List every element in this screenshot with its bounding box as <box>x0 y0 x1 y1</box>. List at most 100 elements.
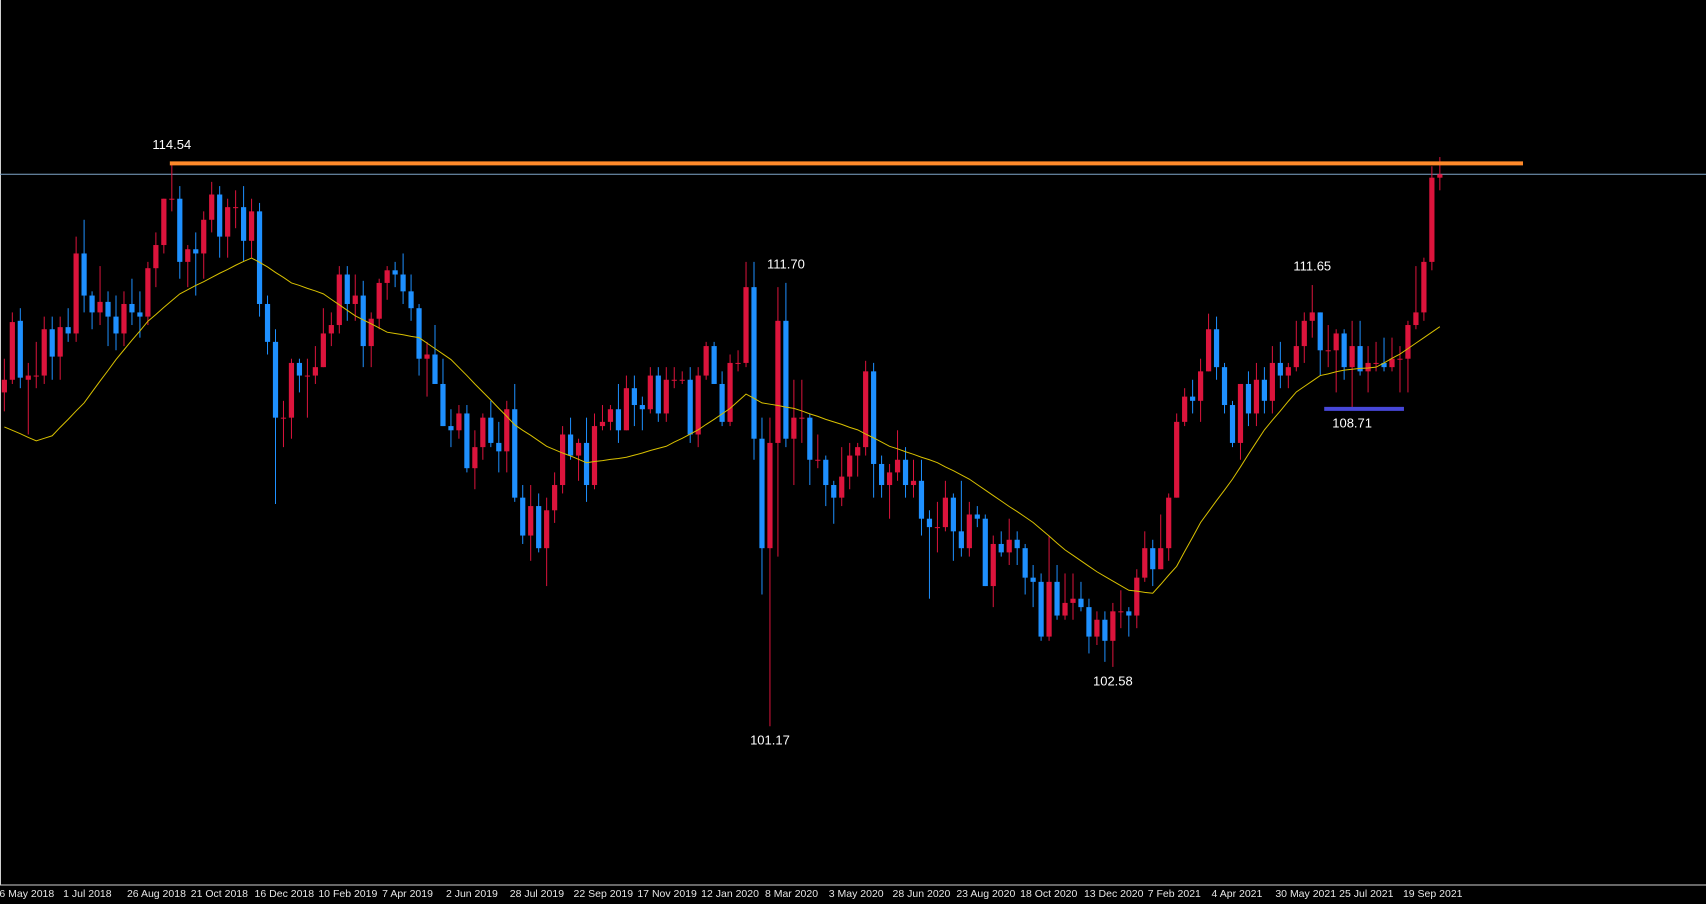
candle-body <box>1405 325 1411 359</box>
candle-body <box>145 268 151 317</box>
candle-body <box>512 409 518 498</box>
x-tick-label: 12 Jan 2020 <box>701 888 759 900</box>
candle-body <box>560 434 566 486</box>
x-tick-label: 19 Sep 2021 <box>1403 888 1463 900</box>
candle-body <box>942 497 948 528</box>
candle-body <box>448 426 454 431</box>
candle-body <box>9 322 15 380</box>
candle-body <box>201 219 207 254</box>
candle-body <box>1293 346 1299 368</box>
candle-body <box>209 194 215 220</box>
candle-body <box>488 417 494 443</box>
candle-body <box>81 253 87 296</box>
candle-body <box>137 312 143 317</box>
candle-body <box>1389 358 1395 368</box>
candle-body <box>241 207 247 241</box>
candle-body <box>1245 383 1252 414</box>
candle-body <box>233 207 239 209</box>
candle-body <box>1198 371 1204 401</box>
candle-body <box>695 375 701 435</box>
candle-body <box>1070 598 1076 603</box>
candle-body <box>1301 320 1307 347</box>
candle-body <box>1150 548 1156 570</box>
x-tick-label: 3 May 2020 <box>829 888 884 900</box>
x-tick-label: 16 Dec 2018 <box>255 888 315 900</box>
candle-body <box>328 325 334 334</box>
candle-body <box>25 375 31 380</box>
candle-body <box>1094 619 1100 637</box>
x-tick-label: 7 Apr 2019 <box>382 888 433 900</box>
candle-body <box>575 442 582 456</box>
candle-body <box>663 379 669 414</box>
candle-body <box>1381 362 1387 368</box>
candle-body <box>432 354 438 384</box>
candle-body <box>1118 611 1124 613</box>
candle-body <box>918 480 925 519</box>
candle-body <box>1333 333 1339 351</box>
candle-body <box>1006 539 1012 553</box>
candle-body <box>504 409 510 452</box>
candle-body <box>1397 358 1403 360</box>
candle-body <box>902 459 909 486</box>
candle-body <box>958 531 964 549</box>
candle-body <box>320 333 326 368</box>
candle-body <box>57 327 63 357</box>
moving-average <box>4 257 1441 594</box>
candle-body <box>823 459 829 486</box>
candle-body <box>153 245 159 269</box>
candle-body <box>703 346 709 376</box>
candle-body <box>1253 379 1260 414</box>
candle-body <box>169 198 175 200</box>
candle-body <box>1365 362 1371 372</box>
candle-body <box>966 514 972 549</box>
candle-body <box>1054 581 1060 616</box>
candle-body <box>799 417 805 419</box>
x-tick-label: 1 Jul 2018 <box>63 888 112 900</box>
candle-body <box>105 301 111 317</box>
candle-body <box>177 198 183 262</box>
candle-body <box>456 413 462 431</box>
candle-body <box>615 409 622 431</box>
candle-body <box>1158 548 1164 570</box>
candle-body <box>591 426 598 486</box>
candle-body <box>1166 497 1172 549</box>
candle-body <box>296 362 303 376</box>
candle-body <box>599 421 606 427</box>
candle-body <box>496 442 502 452</box>
candle-body <box>352 295 358 304</box>
candle-body <box>910 480 917 486</box>
price-annotation: 114.54 <box>152 137 191 152</box>
x-tick-label: 25 Jul 2021 <box>1339 888 1393 900</box>
candle-body <box>121 303 127 334</box>
candle-body <box>743 287 749 363</box>
candle-body <box>1237 383 1244 443</box>
candle-body <box>225 207 231 237</box>
x-tick-label: 8 Mar 2020 <box>765 888 818 900</box>
candle-body <box>161 198 167 246</box>
candle-body <box>1046 581 1052 637</box>
candle-body <box>1437 174 1443 178</box>
candle-body <box>679 379 685 381</box>
price-annotation: 111.65 <box>1293 258 1331 273</box>
candle-body <box>408 291 414 309</box>
candle-body <box>783 320 789 439</box>
candle-body <box>528 506 534 536</box>
candle-body <box>671 379 677 381</box>
candle-body <box>871 371 877 464</box>
candle-body <box>384 270 390 283</box>
candle-body <box>1182 396 1188 422</box>
x-tick-label: 28 Jul 2019 <box>510 888 564 900</box>
candle-body <box>1142 548 1148 578</box>
candle-body <box>1078 598 1084 608</box>
candle-body <box>839 476 845 498</box>
candle-body <box>1229 405 1236 443</box>
candle-body <box>1421 261 1427 313</box>
candle-body <box>256 211 263 304</box>
candle-body <box>879 463 885 486</box>
candle-body <box>217 194 223 237</box>
candle-body <box>544 510 550 549</box>
candle-body <box>1110 611 1116 641</box>
candle-body <box>655 375 661 414</box>
